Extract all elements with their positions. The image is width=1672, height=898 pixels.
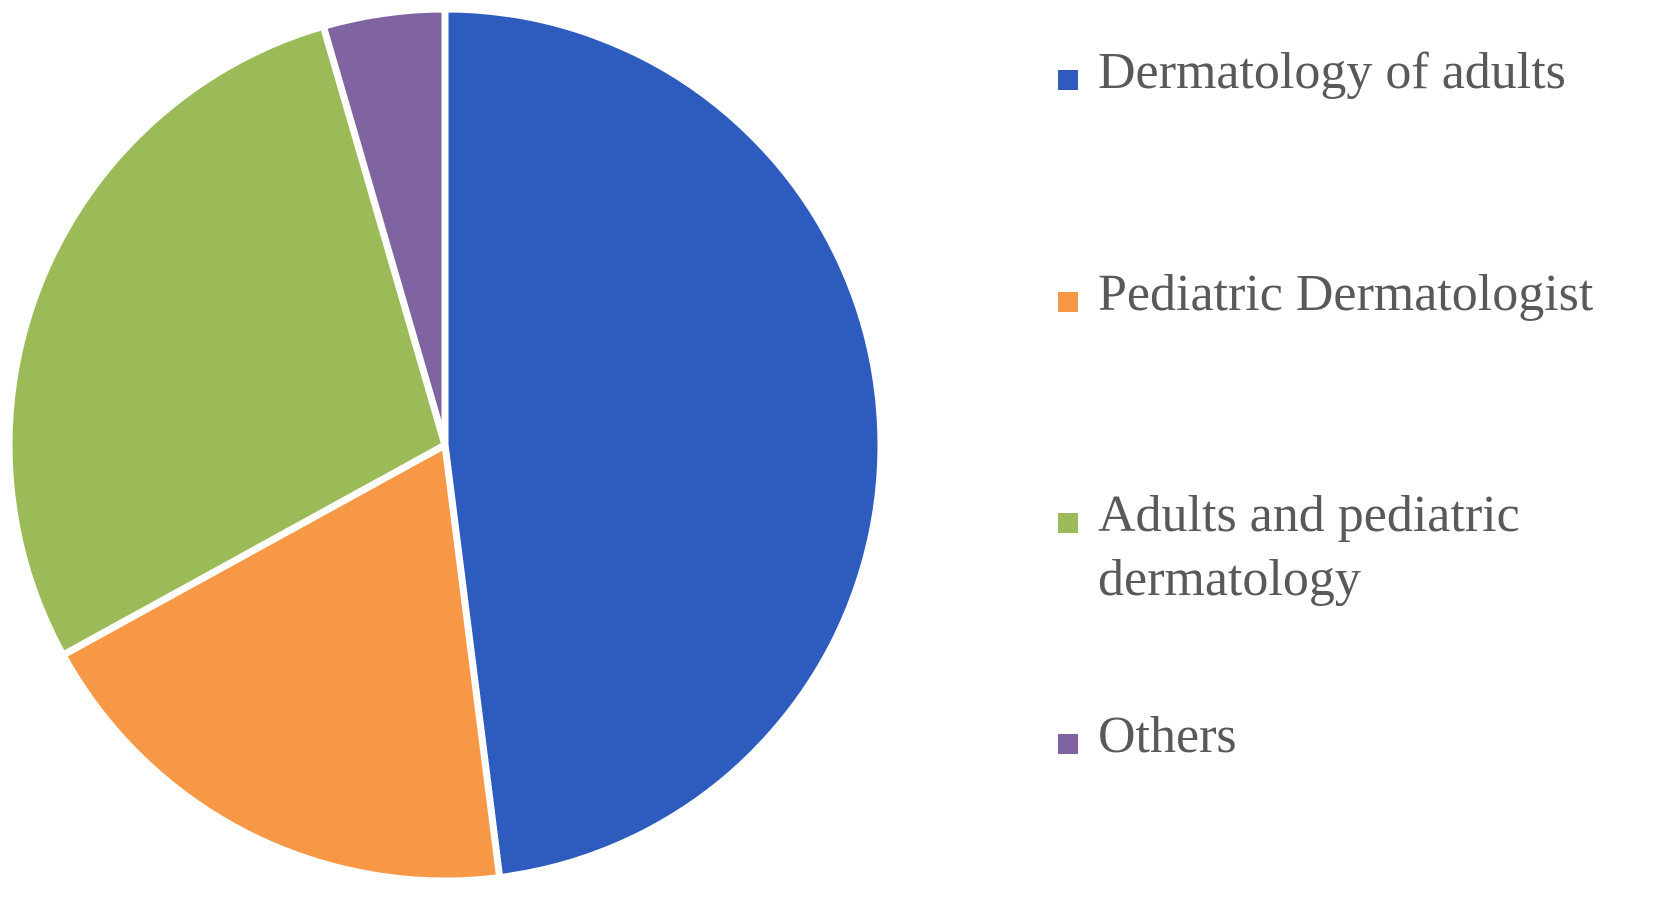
pie-slice-others xyxy=(319,5,449,449)
pie-slice-dermatology-of-adults xyxy=(441,5,885,882)
legend-item-dermatology-of-adults: Dermatology of adults xyxy=(1058,40,1658,104)
legend-swatch-pediatric-dermatologist xyxy=(1058,292,1078,312)
pie-slice-pediatric-dermatologist xyxy=(59,441,504,885)
legend-item-pediatric-dermatologist: Pediatric Dermatologist xyxy=(1058,262,1658,326)
legend-label-others: Others xyxy=(1098,707,1237,764)
legend-item-others: Others xyxy=(1058,704,1658,768)
legend-swatch-dermatology-of-adults xyxy=(1058,70,1078,90)
pie-slice-adults-and-pediatric-dermatology xyxy=(5,22,449,659)
legend-swatch-others xyxy=(1058,734,1078,754)
legend-label-adults-and-pediatric-dermatology: Adults and pediatric dermatology xyxy=(1098,486,1520,607)
pie-chart-plot xyxy=(5,5,885,885)
legend-swatch-adults-and-pediatric-dermatology xyxy=(1058,513,1078,533)
legend-label-pediatric-dermatologist: Pediatric Dermatologist xyxy=(1098,265,1594,322)
legend-item-adults-and-pediatric-dermatology: Adults and pediatric dermatology xyxy=(1058,483,1658,611)
legend-label-dermatology-of-adults: Dermatology of adults xyxy=(1098,43,1566,100)
